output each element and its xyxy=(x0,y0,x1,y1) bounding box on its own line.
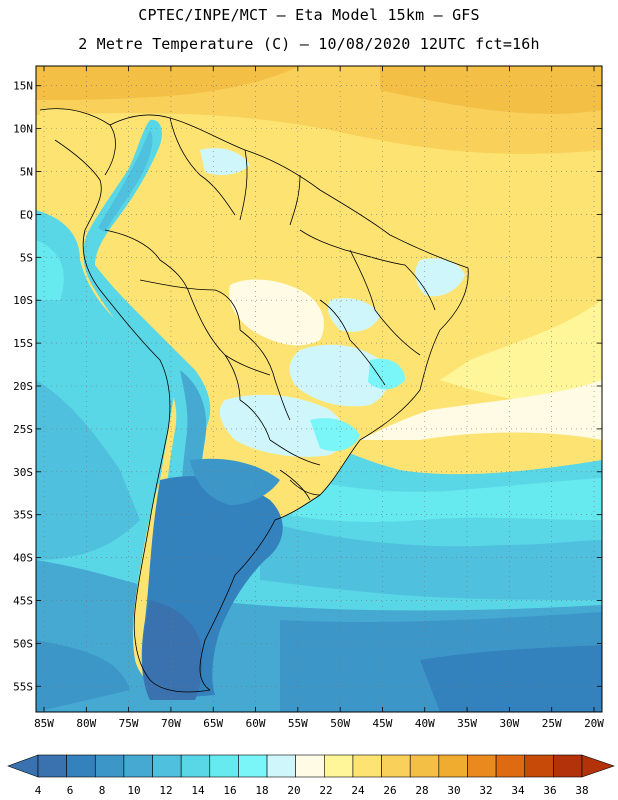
lon-label: 20W xyxy=(584,717,604,730)
lon-label: 40W xyxy=(415,717,435,730)
lon-label: 50W xyxy=(330,717,350,730)
colorbar-tick: 32 xyxy=(479,784,492,797)
colorbar-tick-labels: 4 6 8 10 12 14 16 18 20 22 24 26 28 30 32 34 36 38 xyxy=(35,784,589,797)
colorbar-tick: 20 xyxy=(287,784,300,797)
lon-label: 55W xyxy=(288,717,308,730)
lon-label: 65W xyxy=(203,717,223,730)
lat-label: 55S xyxy=(13,680,33,693)
colorbar-box xyxy=(123,754,153,778)
lat-label: 30S xyxy=(13,466,33,479)
colorbar-box xyxy=(524,754,554,778)
lon-label: 25W xyxy=(542,717,562,730)
colorbar-tick: 14 xyxy=(191,784,205,797)
colorbar-box xyxy=(352,754,382,778)
colorbar-box xyxy=(553,754,583,778)
lon-label: 35W xyxy=(457,717,477,730)
colorbar-box xyxy=(152,754,182,778)
colorbar-box xyxy=(409,754,440,778)
colorbar-tick: 10 xyxy=(127,784,140,797)
lon-label: 70W xyxy=(161,717,181,730)
colorbar-tick: 6 xyxy=(67,784,74,797)
lat-label: 35S xyxy=(13,509,33,522)
temperature-field xyxy=(36,66,602,712)
colorbar-box xyxy=(467,754,497,778)
colorbar-box xyxy=(266,754,296,778)
lon-label: 75W xyxy=(119,717,139,730)
colorbar-box xyxy=(94,754,125,778)
colorbar-tick: 38 xyxy=(575,784,588,797)
map-frame xyxy=(35,65,603,713)
colorbar-box xyxy=(438,754,468,778)
colorbar-tick: 12 xyxy=(159,784,172,797)
lat-label: 25S xyxy=(13,423,33,436)
colorbar-tick: 30 xyxy=(447,784,460,797)
lat-label: 40S xyxy=(13,552,33,565)
lat-label: 15S xyxy=(13,337,33,350)
lat-label: 10N xyxy=(13,123,33,136)
lat-label: 45S xyxy=(13,594,33,607)
colorbar-tick: 34 xyxy=(511,784,525,797)
lat-label: EQ xyxy=(20,208,33,221)
colorbar-tick: 4 xyxy=(35,784,42,797)
latitude-labels: 15N 10N 5N EQ 5S 10S 15S 20S 25S 30S 35S 40S 45S 50S 5… xyxy=(13,80,33,694)
lat-label: 20S xyxy=(13,380,33,393)
colorbar-tick: 24 xyxy=(351,784,365,797)
lat-label: 5S xyxy=(20,251,33,264)
lon-label: 60W xyxy=(246,717,266,730)
colorbar-max-arrow xyxy=(581,754,615,778)
longitude-labels: 85W 80W 75W 70W 65W 60W 55W 50W 45W 40W 35W 30W 25W 2… xyxy=(34,717,604,730)
colorbar-box xyxy=(180,754,211,778)
colorbar-tick: 18 xyxy=(255,784,268,797)
lat-label: 5N xyxy=(20,166,33,179)
lon-label: 85W xyxy=(34,717,54,730)
colorbar-box xyxy=(66,754,96,778)
colorbar xyxy=(7,754,615,778)
axis-ticks xyxy=(36,66,602,712)
lon-label: 45W xyxy=(373,717,393,730)
colorbar-tick: 26 xyxy=(383,784,396,797)
lat-label: 15N xyxy=(13,80,33,93)
lat-label: 50S xyxy=(13,637,33,650)
colorbar-box xyxy=(295,754,325,778)
colorbar-box xyxy=(37,754,67,778)
map-subtitle: 2 Metre Temperature (C) – 10/08/2020 12U… xyxy=(78,35,540,53)
colorbar-tick: 8 xyxy=(99,784,106,797)
lat-label: 10S xyxy=(13,294,33,307)
colorbar-tick: 16 xyxy=(223,784,236,797)
colorbar-box xyxy=(324,754,354,778)
colorbar-tick: 28 xyxy=(415,784,428,797)
colorbar-box xyxy=(209,754,239,778)
colorbar-box xyxy=(495,754,526,778)
lon-label: 30W xyxy=(499,717,519,730)
colorbar-box xyxy=(381,754,411,778)
colorbar-tick: 36 xyxy=(543,784,556,797)
colorbar-box xyxy=(238,754,268,778)
colorbar-min-arrow xyxy=(7,754,39,778)
colorbar-tick: 22 xyxy=(319,784,332,797)
map-title: CPTEC/INPE/MCT – Eta Model 15km – GFS xyxy=(138,6,480,24)
lon-label: 80W xyxy=(76,717,96,730)
